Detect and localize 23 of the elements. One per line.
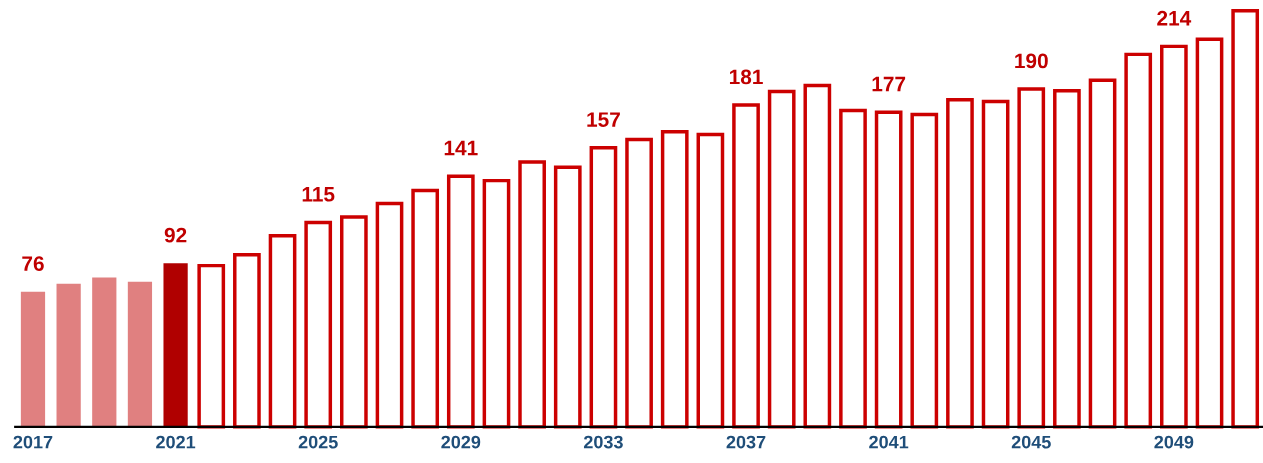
- data-label: 115: [302, 187, 335, 202]
- bar: [127, 281, 153, 427]
- bar: [92, 277, 117, 427]
- data-label: 157: [587, 112, 620, 127]
- data-label: 76: [22, 256, 44, 271]
- bar: [56, 283, 81, 427]
- bar: [20, 291, 46, 427]
- x-tick-label: 2037: [726, 435, 766, 449]
- data-label: 190: [1015, 53, 1048, 69]
- data-label: 214: [1157, 10, 1192, 26]
- data-label: 141: [444, 140, 478, 156]
- data-label: 177: [872, 76, 906, 92]
- x-tick-label: 2029: [441, 435, 481, 449]
- x-tick-label: 2049: [1154, 435, 1194, 449]
- data-label: 92: [164, 227, 187, 243]
- data-label: 181: [729, 69, 763, 85]
- x-tick-label: 2025: [298, 435, 338, 449]
- x-tick-label: 2021: [156, 435, 196, 449]
- x-tick-label: 2045: [1011, 435, 1051, 449]
- x-tick-label: 2033: [583, 435, 623, 449]
- bar: [163, 263, 188, 427]
- x-tick-label: 2041: [869, 435, 909, 449]
- x-tick-label: 2017: [13, 435, 53, 449]
